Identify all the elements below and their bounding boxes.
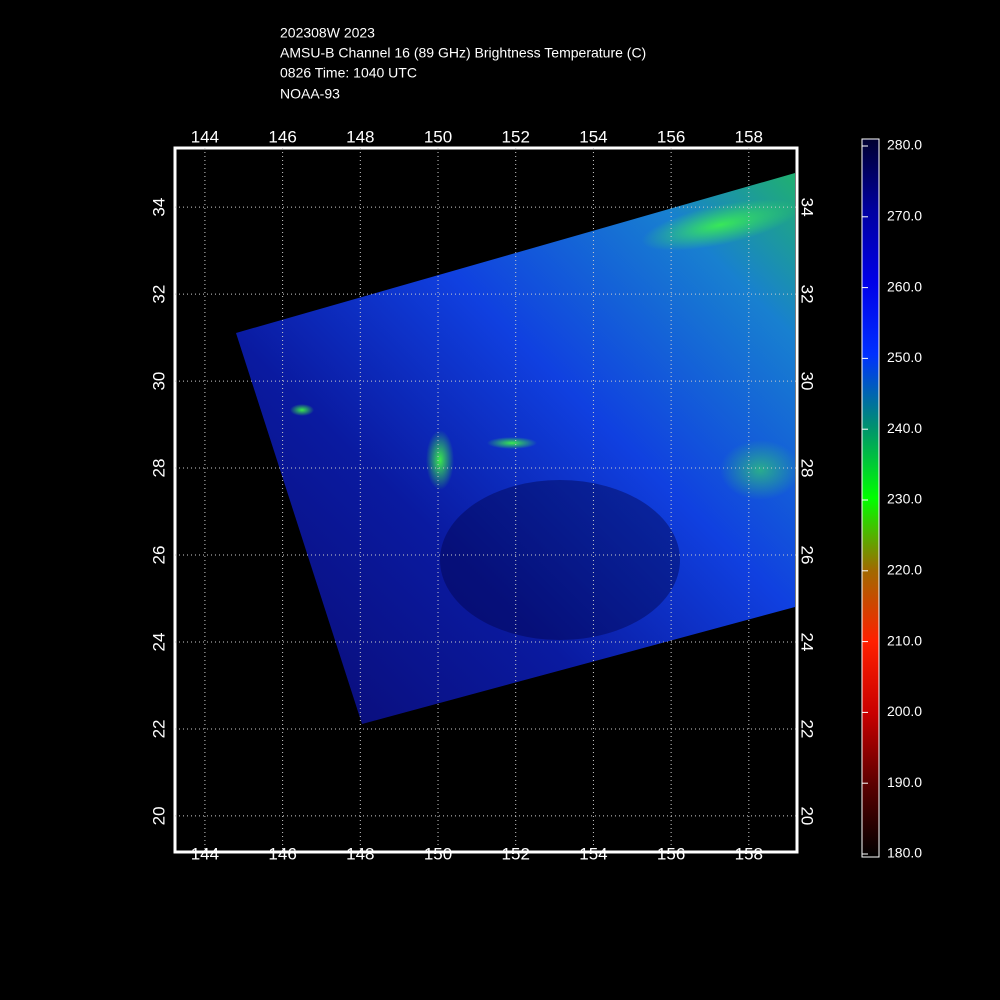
colorbar-label: 250.0 [887, 349, 922, 365]
colorbar [861, 138, 880, 858]
y-tick-label: 22 [798, 719, 817, 738]
title-line: NOAA-93 [280, 86, 340, 102]
y-tick-label: 20 [798, 806, 817, 825]
x-tick-label: 150 [424, 844, 452, 863]
colorbar-label: 280.0 [887, 137, 922, 153]
y-tick-label: 26 [149, 546, 168, 565]
y-tick-label: 30 [149, 372, 168, 391]
y-tick-label: 28 [798, 459, 817, 478]
y-tick-label: 34 [798, 198, 817, 217]
colorbar-label: 180.0 [887, 845, 922, 861]
colorbar-label: 210.0 [887, 632, 922, 648]
y-tick-label: 30 [798, 372, 817, 391]
x-tick-label: 144 [191, 844, 219, 863]
x-tick-label: 154 [579, 127, 607, 146]
y-tick-label: 28 [149, 459, 168, 478]
swath-image [236, 173, 800, 724]
colorbar-label: 240.0 [887, 420, 922, 436]
x-tick-label: 146 [268, 844, 296, 863]
title-line: 202308W 2023 [280, 25, 375, 41]
x-tick-label: 158 [735, 844, 763, 863]
y-tick-label: 20 [149, 806, 168, 825]
x-tick-label: 154 [579, 844, 607, 863]
colorbar-label: 220.0 [887, 562, 922, 578]
x-tick-label: 146 [268, 127, 296, 146]
y-tick-label: 32 [149, 285, 168, 304]
x-tick-label: 152 [502, 844, 530, 863]
y-tick-label: 24 [149, 633, 168, 652]
x-tick-label: 152 [502, 127, 530, 146]
x-tick-label: 156 [657, 127, 685, 146]
y-tick-label: 22 [149, 719, 168, 738]
colorbar-label: 260.0 [887, 278, 922, 294]
x-tick-label: 144 [191, 127, 219, 146]
title-line: 0826 Time: 1040 UTC [280, 65, 417, 81]
colorbar-label: 270.0 [887, 208, 922, 224]
y-tick-label: 26 [798, 546, 817, 565]
x-tick-label: 150 [424, 127, 452, 146]
colorbar-label: 200.0 [887, 703, 922, 719]
x-tick-label: 148 [346, 127, 374, 146]
y-tick-label: 34 [149, 198, 168, 217]
x-tick-label: 156 [657, 844, 685, 863]
y-tick-label: 32 [798, 285, 817, 304]
title-line: AMSU-B Channel 16 (89 GHz) Brightness Te… [280, 45, 646, 61]
x-tick-label: 158 [735, 127, 763, 146]
map-frame [173, 146, 799, 854]
y-tick-label: 24 [798, 633, 817, 652]
colorbar-label: 190.0 [887, 774, 922, 790]
colorbar-label: 230.0 [887, 491, 922, 507]
x-tick-label: 148 [346, 844, 374, 863]
